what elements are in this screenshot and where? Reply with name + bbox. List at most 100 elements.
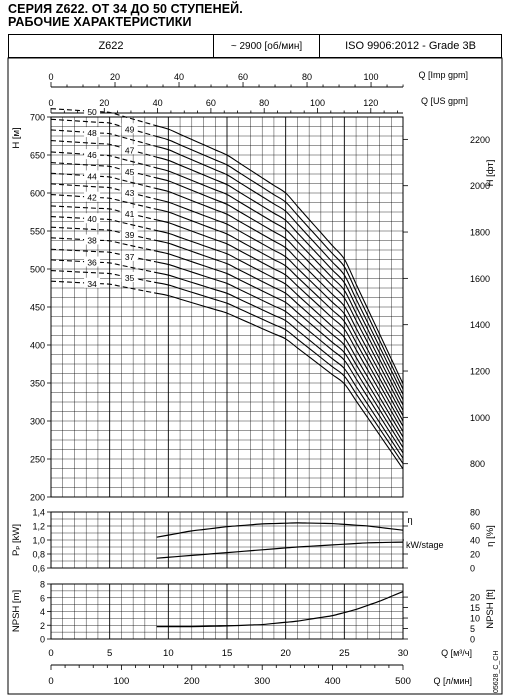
head-y2-tick-label: 1600: [470, 274, 490, 284]
head-curve-48: [156, 145, 404, 395]
stage-label-47: 47: [125, 145, 135, 155]
npsh-y2-tick-label: 5: [470, 624, 475, 634]
efficiency-label: η: [407, 515, 412, 526]
m3h-tick-label: 20: [280, 648, 291, 659]
stage-label-49: 49: [125, 124, 135, 134]
head-y2-tick-label: 2000: [470, 181, 490, 191]
eta-y2-tick-label: 0: [470, 564, 475, 574]
m3h-tick-label: 0: [48, 648, 53, 659]
head-curve-dashed-38: [50, 237, 157, 252]
lmin-tick-label: 100: [113, 676, 129, 687]
npsh-y-axis-title: NPSH [m]: [11, 590, 22, 632]
head-y-tick-label: 400: [30, 341, 45, 351]
stage-label-42: 42: [87, 193, 97, 203]
power-y-tick-label: 1,0: [32, 536, 45, 546]
power-y-tick-label: 0,8: [32, 550, 45, 560]
lmin-tick-label: 0: [48, 676, 53, 687]
head-curve-dashed-49: [50, 118, 157, 137]
imp-gpm-tick-label: 0: [48, 72, 53, 82]
head-curve-dashed-42: [50, 193, 157, 210]
stage-label-bg: [84, 127, 101, 138]
kw-label-bg: [404, 539, 452, 550]
lmin-tick-label: 400: [325, 676, 341, 687]
stage-label-bg: [84, 256, 101, 267]
head-y-tick-label: 350: [30, 379, 45, 389]
head-curve-dashed-43: [50, 183, 157, 200]
m3h-axis-title: Q [м³/ч]: [441, 648, 472, 658]
npsh-y-tick-label: 6: [40, 593, 45, 603]
stage-label-bg: [121, 123, 138, 134]
npsh-curve: [156, 591, 404, 628]
stage-label-45: 45: [125, 167, 135, 177]
us-gpm-tick-label: 80: [259, 98, 269, 108]
imp-gpm-tick-label: 60: [238, 72, 248, 82]
npsh-y2-tick-label: 20: [470, 593, 480, 603]
eta-y2-axis-title: η [%]: [485, 525, 496, 547]
lmin-tick-label: 300: [254, 676, 270, 687]
stage-label-bg: [121, 208, 138, 219]
head-curve-dashed-45: [50, 162, 157, 179]
power-y-tick-label: 1,4: [32, 508, 45, 518]
chart-frame: [7, 57, 503, 695]
head-y-tick-label: 450: [30, 303, 45, 313]
head-curve-dashed-48: [50, 129, 157, 148]
npsh-y-tick-label: 8: [40, 580, 45, 590]
npsh-y2-tick-label: 0: [470, 635, 475, 645]
stage-label-37: 37: [125, 252, 135, 262]
stage-label-40: 40: [87, 214, 97, 224]
stage-label-48: 48: [87, 128, 97, 138]
stage-label-35: 35: [125, 273, 135, 283]
eta-y2-tick-label: 60: [470, 522, 480, 532]
head-y2-tick-label: 1200: [470, 367, 490, 377]
head-curve-dashed-50: [50, 108, 157, 127]
chart-title-line-1: СЕРИЯ Z622. ОТ 34 ДО 50 СТУПЕНЕЙ.: [8, 2, 243, 16]
stage-label-38: 38: [87, 235, 97, 245]
head-y-tick-label: 700: [30, 113, 45, 123]
m3h-tick-label: 25: [339, 648, 350, 659]
head-y2-tick-label: 1800: [470, 228, 490, 238]
power-y-tick-label: 0,6: [32, 564, 45, 574]
stage-label-50: 50: [87, 107, 97, 117]
head-curve-dashed-44: [50, 172, 157, 190]
head-curve-49: [156, 135, 404, 390]
stage-label-bg: [121, 229, 138, 240]
lmin-axis-title: Q [л/мин]: [434, 676, 472, 686]
stage-label-bg: [121, 250, 138, 261]
head-y-tick-label: 650: [30, 151, 45, 161]
us-gpm-tick-label: 0: [48, 98, 53, 108]
imp-gpm-tick-label: 20: [110, 72, 120, 82]
power-y-axis-title: Pₚ [kW]: [11, 524, 22, 556]
lmin-tick-label: 500: [395, 676, 411, 687]
stage-label-36: 36: [87, 258, 97, 268]
head-y2-tick-label: 2200: [470, 135, 490, 145]
head-y-tick-label: 300: [30, 417, 45, 427]
head-curve-42: [156, 208, 404, 427]
head-curve-dashed-36: [50, 259, 157, 274]
head-curve-43: [156, 198, 404, 422]
npsh-y-tick-label: 4: [40, 607, 45, 617]
stage-label-bg: [84, 213, 101, 224]
head-curve-34: [156, 292, 404, 470]
chart-title-line-2: РАБОЧИЕ ХАРАКТЕРИСТИКИ: [8, 15, 192, 29]
power-label: kW/stage: [406, 540, 444, 550]
head-curve-dashed-39: [50, 226, 157, 242]
head-y2-axis-title: H [фт]: [485, 160, 496, 187]
head-y-tick-label: 200: [30, 493, 45, 503]
npsh-y-tick-label: 2: [40, 621, 45, 631]
stage-label-bg: [84, 170, 101, 181]
head-curve-dashed-35: [50, 269, 157, 284]
stage-label-bg: [84, 277, 101, 288]
head-curve-dashed-47: [50, 140, 157, 158]
stage-label-39: 39: [125, 230, 135, 240]
us-gpm-tick-label: 120: [363, 98, 378, 108]
head-curve-37: [156, 261, 404, 454]
stage-label-41: 41: [125, 209, 135, 219]
head-curve-50: [156, 125, 404, 384]
imp-gpm-tick-label: 80: [302, 72, 312, 82]
head-curve-dashed-37: [50, 248, 157, 263]
eta-label-bg: [405, 514, 415, 525]
us-gpm-tick-label: 60: [206, 98, 216, 108]
head-y2-tick-label: 800: [470, 459, 485, 469]
us-gpm-tick-label: 20: [99, 98, 109, 108]
